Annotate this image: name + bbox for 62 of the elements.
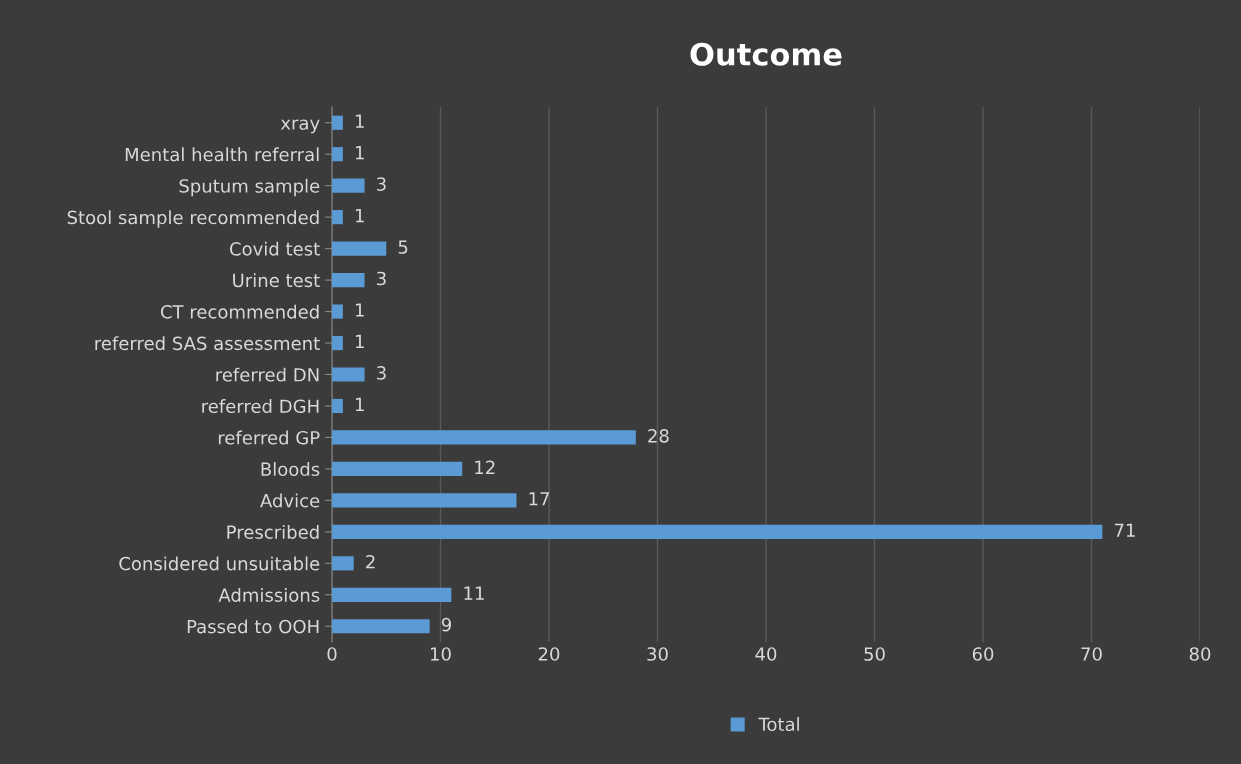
data-label: 12 bbox=[475, 460, 495, 474]
data-label: 1 bbox=[355, 114, 364, 128]
y-tick-label: referred DGH bbox=[202, 399, 319, 414]
bar bbox=[332, 398, 343, 414]
y-tick-label: Stool sample recommended bbox=[67, 210, 319, 228]
data-label: 3 bbox=[377, 366, 386, 380]
x-tick-label: 40 bbox=[755, 647, 777, 661]
bar bbox=[332, 147, 343, 162]
data-label: 17 bbox=[529, 492, 549, 506]
bar bbox=[332, 241, 387, 256]
y-tick-label: Admissions bbox=[218, 587, 320, 602]
bar bbox=[332, 367, 365, 382]
y-tick-label: Mental health referral bbox=[125, 147, 319, 162]
chart-title: Outcome bbox=[690, 42, 842, 66]
y-tick-label: Passed to OOH bbox=[187, 619, 319, 634]
bar bbox=[332, 273, 365, 288]
bar bbox=[332, 210, 343, 225]
y-tick-label: Prescribed bbox=[227, 524, 319, 539]
data-label: 28 bbox=[648, 429, 669, 443]
data-label: 1 bbox=[355, 334, 364, 349]
x-tick-label: 10 bbox=[431, 647, 451, 661]
bar bbox=[332, 461, 463, 476]
x-tick-label: 70 bbox=[1081, 647, 1102, 661]
bar bbox=[332, 556, 354, 571]
data-label: 3 bbox=[377, 177, 386, 191]
x-tick-label: 80 bbox=[1189, 647, 1211, 661]
data-label: 5 bbox=[398, 240, 408, 254]
data-label: 3 bbox=[377, 271, 386, 286]
y-tick-label: xray bbox=[280, 119, 320, 134]
data-label: 71 bbox=[1114, 523, 1135, 537]
y-tick-label: Urine test bbox=[233, 273, 320, 288]
bar bbox=[332, 115, 343, 130]
data-label: 2 bbox=[366, 554, 375, 569]
y-tick-label: Covid test bbox=[229, 241, 320, 256]
bar bbox=[332, 178, 365, 193]
data-label: 9 bbox=[441, 617, 451, 632]
y-tick-label: Sputum sample bbox=[179, 178, 320, 197]
bar bbox=[332, 430, 636, 445]
y-tick-label: referred GP bbox=[218, 430, 320, 445]
x-tick-label: 50 bbox=[864, 647, 885, 661]
data-label: 1 bbox=[355, 303, 364, 317]
data-label: 1 bbox=[355, 146, 364, 160]
x-tick-label: 60 bbox=[972, 647, 994, 661]
bar bbox=[332, 335, 343, 351]
bar bbox=[332, 524, 1103, 539]
bar bbox=[332, 587, 452, 602]
bar bbox=[332, 493, 517, 508]
y-tick-label: referred SAS assessment bbox=[95, 336, 320, 351]
x-tick-label: 0 bbox=[327, 647, 337, 661]
data-label: 1 bbox=[355, 397, 364, 411]
y-tick-label: Advice bbox=[260, 493, 320, 508]
y-tick-label: Considered unsuitable bbox=[119, 556, 320, 571]
x-tick-label: 20 bbox=[538, 647, 560, 661]
data-label: 1 bbox=[355, 208, 364, 223]
y-tick-label: Bloods bbox=[261, 462, 320, 477]
bar bbox=[332, 619, 430, 634]
y-tick-label: referred DN bbox=[216, 367, 319, 382]
x-tick-label: 30 bbox=[647, 647, 668, 661]
bar bbox=[332, 304, 343, 319]
legend-label: Total bbox=[758, 717, 799, 732]
y-tick-label: CT recommended bbox=[160, 304, 319, 319]
data-label: 11 bbox=[464, 586, 484, 600]
